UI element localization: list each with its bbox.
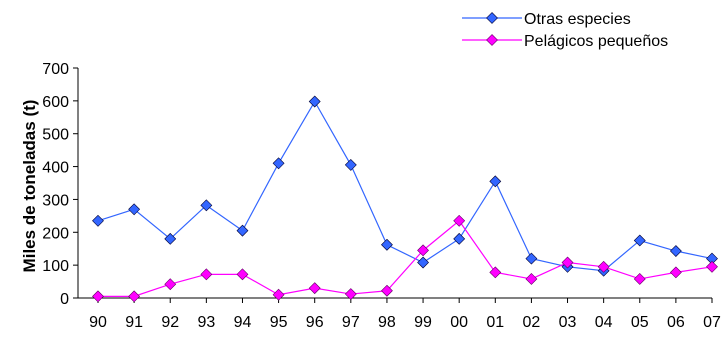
series-layer [92,95,718,303]
data-point [706,260,718,273]
legend-item-0: Otras especies [462,11,631,28]
series-1 [92,214,718,303]
y-tick-label: 600 [42,94,69,111]
data-point [633,234,646,247]
data-point [453,232,466,245]
x-tick-label: 97 [342,314,360,331]
x-tick-label: 07 [703,314,721,331]
data-point [489,266,502,279]
y-tick-label: 300 [42,192,69,209]
y-tick-label: 200 [42,225,69,242]
data-point [308,282,321,295]
data-point [308,95,321,108]
series-line [98,219,713,297]
data-point [200,199,213,212]
legend-label: Otras especies [524,11,631,28]
data-point [597,260,610,273]
x-tick-label: 06 [667,314,685,331]
y-tick-label: 500 [42,127,69,144]
data-point [453,214,466,227]
data-point [669,245,682,257]
y-tick-label: 400 [42,160,69,177]
legend-label: Pelágicos pequeños [524,33,668,50]
data-point [525,252,538,265]
x-tick-label: 92 [161,314,179,331]
data-point [272,288,285,301]
data-point [633,273,646,285]
data-point [417,256,429,269]
x-tick-label: 03 [559,314,577,331]
data-point [417,244,429,257]
data-point [381,284,393,297]
data-point [164,278,177,291]
data-point [669,266,682,279]
data-point [489,175,502,188]
data-point [128,203,141,216]
y-tick-label: 700 [42,61,69,78]
chart-axes [77,68,712,299]
legend-swatch-marker [486,34,498,46]
x-ticks: 90 91 92 93 94 95 96 97 98 99 00 01 02 03 04 05 06 07 [89,298,721,331]
x-tick-label: 91 [125,314,143,331]
data-point [525,273,538,285]
x-tick-label: 95 [270,314,288,331]
x-tick-label: 05 [631,314,649,331]
data-point [200,268,213,281]
x-tick-label: 98 [378,314,396,331]
data-point [236,268,249,281]
y-ticks: 0 100 200 300 400 500 600 700 [42,61,78,308]
x-tick-label: 02 [523,314,541,331]
data-point [128,290,141,303]
x-tick-label: 99 [414,314,432,331]
data-point [164,232,177,245]
data-point [236,224,249,237]
x-tick-label: 00 [450,314,468,331]
data-point [92,214,104,227]
x-tick-label: 01 [486,314,504,331]
x-tick-label: 90 [89,314,107,331]
legend: Otras especies Pelágicos pequeños [462,11,668,50]
legend-item-1: Pelágicos pequeños [462,33,668,50]
data-point [344,159,357,171]
series-line [97,100,713,272]
x-tick-label: 94 [234,314,252,331]
legend-swatch-marker [486,12,498,24]
data-point [561,256,574,269]
x-tick-label: 93 [197,314,215,331]
y-tick-label: 100 [42,258,69,275]
series-0 [92,95,718,277]
y-axis-title: Miles de toneladas (t) [20,100,39,273]
x-tick-label: 96 [306,314,324,331]
data-point [381,238,393,251]
data-point [272,157,285,170]
y-tick-label: 0 [60,291,69,308]
data-point [92,290,104,303]
x-tick-label: 04 [595,314,613,331]
data-point [344,288,357,300]
